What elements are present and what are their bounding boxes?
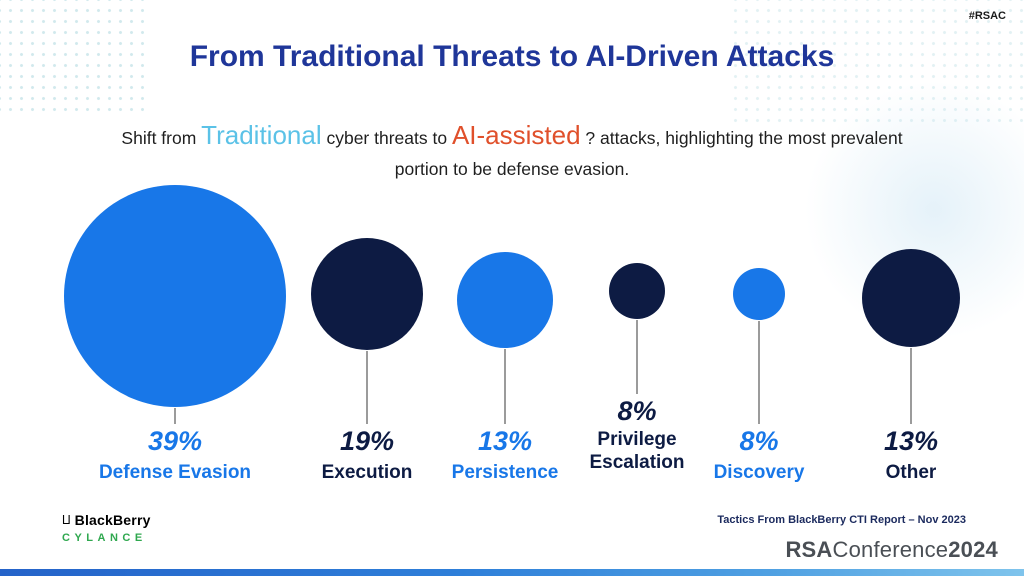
bubble-percent: 19% [339,426,395,456]
bubble-stem [636,320,638,394]
rsa-logo-text: RSA [785,537,833,562]
bubble-circle [311,238,423,350]
bubble-category: Discovery [713,462,805,483]
subtitle-question-mark: ? [580,128,596,148]
source-note: Tactics From BlackBerry CTI Report – Nov… [717,514,966,526]
bubble-circle [609,263,665,319]
bubble-circle [862,249,960,347]
bubble-stem [366,351,368,424]
rsa-conference-logo: RSAConference2024 [785,537,998,563]
bubble-percent: 8% [739,426,779,456]
blackberry-logo: ⨿ BlackBerry CYLANCE [62,512,151,544]
subtitle-mid: cyber threats to [321,128,452,148]
bubble-percent: 39% [147,426,203,456]
blackberry-icon: ⨿ [62,513,71,527]
bubble-circle [733,268,785,320]
bubble-stem [174,408,176,424]
bottom-accent-bar [0,569,1024,576]
bubble-circle [64,185,286,407]
subtitle-tail: attacks, highlighting the most prevalent… [394,128,903,179]
bubble-percent: 13% [477,426,533,456]
bubble-circle [457,252,553,348]
blackberry-wordmark: BlackBerry [74,512,151,528]
rsac-hashtag: #RSAC [968,10,1006,22]
conference-logo-text: Conference [832,537,949,562]
conference-year: 2024 [948,537,998,562]
subtitle-lead: Shift from [121,128,202,148]
bubble-percent: 13% [883,426,939,456]
slide-title: From Traditional Threats to AI-Driven At… [189,40,835,73]
subtitle-highlight-traditional: Traditional [201,120,322,150]
bubble-stem [758,321,760,424]
bubble-category: Privilege Escalation [589,429,685,474]
bubble-category: Other [885,462,937,483]
bubble-stem [910,348,912,424]
bubble-category: Defense Evasion [98,462,252,483]
bubble-percent: 8% [617,396,657,426]
bubble-stem [504,349,506,424]
bubble-category: Persistence [451,462,559,483]
subtitle-highlight-ai: AI-assisted [451,120,581,150]
bubble-category: Execution [321,462,413,483]
cylance-wordmark: CYLANCE [62,532,147,544]
subtitle-text: Shift from Traditional cyber threats to … [102,120,922,185]
